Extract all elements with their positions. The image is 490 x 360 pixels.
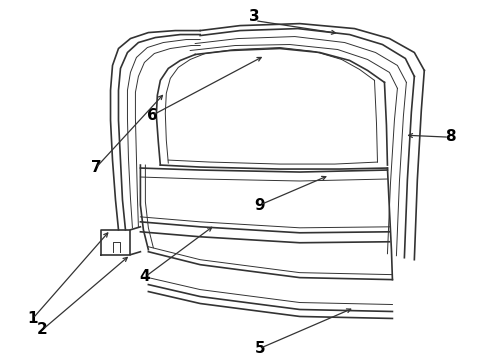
Text: 4: 4 xyxy=(140,269,150,284)
Text: 9: 9 xyxy=(254,198,265,213)
Text: 7: 7 xyxy=(91,160,101,175)
Text: 6: 6 xyxy=(147,108,158,123)
Text: 1: 1 xyxy=(27,311,38,325)
Text: 8: 8 xyxy=(445,130,455,144)
Text: 3: 3 xyxy=(249,9,260,24)
Text: 2: 2 xyxy=(37,323,48,337)
Text: 5: 5 xyxy=(254,341,265,356)
